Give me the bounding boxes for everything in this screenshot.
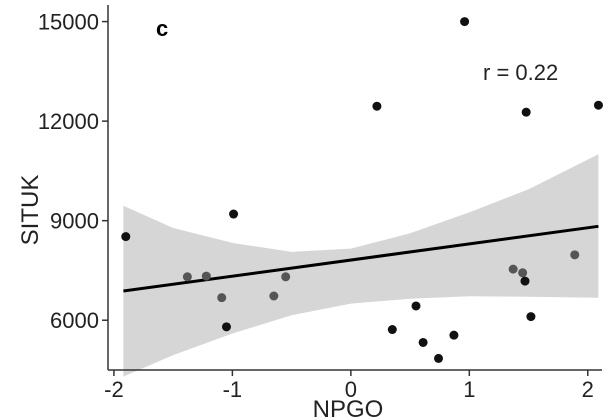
data-point <box>229 209 239 219</box>
panel-label: c <box>156 16 168 41</box>
data-point <box>521 107 531 117</box>
data-point <box>201 271 211 281</box>
data-point <box>508 264 518 274</box>
data-point <box>460 17 470 27</box>
data-point <box>518 268 528 278</box>
data-point <box>269 291 279 301</box>
data-point <box>449 330 459 340</box>
data-point <box>526 312 536 322</box>
data-point <box>217 293 227 303</box>
x-tick-label: 0 <box>345 377 357 402</box>
data-point <box>418 337 428 347</box>
data-point <box>281 272 291 282</box>
confidence-band <box>123 154 599 377</box>
x-tick-label: 2 <box>582 377 594 402</box>
x-axis-title: NPGO <box>313 396 384 420</box>
x-tick-label: 1 <box>463 377 475 402</box>
x-tick-label: -1 <box>223 377 243 402</box>
regression-line-layer <box>123 224 599 293</box>
data-point <box>570 250 580 260</box>
y-tick-label: 15000 <box>38 10 99 35</box>
x-tick-label: -2 <box>104 377 124 402</box>
y-tick-label: 12000 <box>38 109 99 134</box>
data-points-layer <box>121 17 603 363</box>
correlation-annotation: r = 0.22 <box>483 60 558 85</box>
data-point <box>387 325 397 335</box>
data-point <box>121 232 131 242</box>
data-point <box>182 272 192 282</box>
data-point <box>372 101 382 111</box>
data-point <box>593 100 603 110</box>
regression-line <box>123 224 599 293</box>
ticks-layer: -2 -1 0 1 2 6000 9000 12000 15000 <box>38 10 594 402</box>
y-axis-title: SITUK <box>17 175 44 246</box>
axes-layer <box>107 5 602 371</box>
data-point <box>411 301 421 311</box>
y-tick-label: 6000 <box>50 308 99 333</box>
data-point <box>434 353 444 363</box>
data-point <box>520 276 530 286</box>
data-point <box>221 322 231 332</box>
confidence-band-layer <box>123 154 599 377</box>
y-tick-label: 9000 <box>50 209 99 234</box>
